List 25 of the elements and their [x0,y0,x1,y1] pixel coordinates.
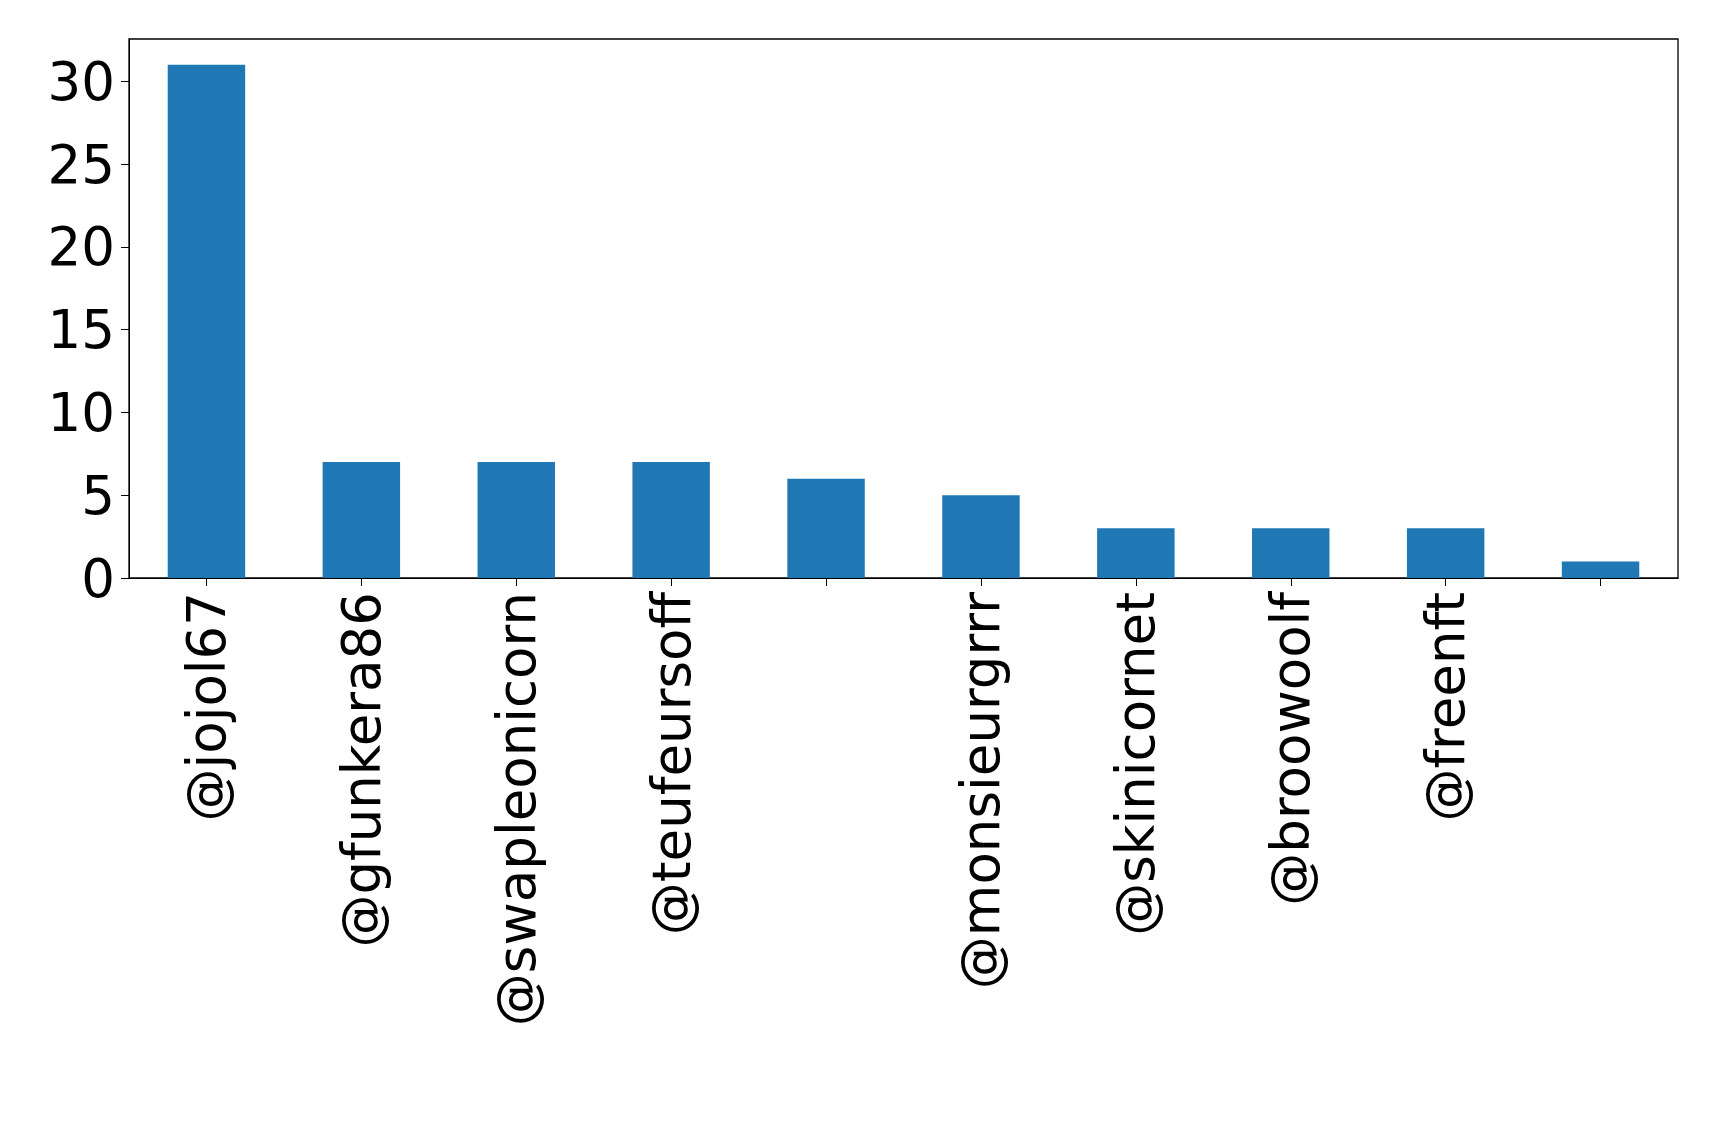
x-tick-label: @broowoolf [1260,590,1322,906]
x-tick-label: @freenft [1415,592,1477,822]
x-tick-label: @gfunkera86 [330,592,392,948]
y-tick-label: 10 [47,381,115,443]
x-tick-label: @monsieurgrrr [950,591,1012,990]
x-tick-label: @skinicornet [1105,592,1167,936]
bar [322,462,401,578]
bar [632,462,710,578]
bar [1561,561,1640,578]
bar [787,478,865,578]
y-tick-label: 30 [47,50,115,112]
bar [1406,528,1485,578]
y-tick-label: 15 [47,299,115,361]
bar [1097,528,1175,578]
y-tick-label: 25 [47,133,115,195]
bar [1252,528,1330,578]
bar [942,495,1020,578]
bar [477,462,555,578]
x-tick-label: @jojol67 [175,592,237,822]
y-tick-label: 5 [81,464,115,526]
y-tick-label: 0 [81,547,115,609]
bar [167,64,246,578]
x-tick-label: @swapleonicorn [485,592,547,1027]
x-tick-label: @teufeursoff [640,590,702,936]
y-tick-label: 20 [47,216,115,278]
